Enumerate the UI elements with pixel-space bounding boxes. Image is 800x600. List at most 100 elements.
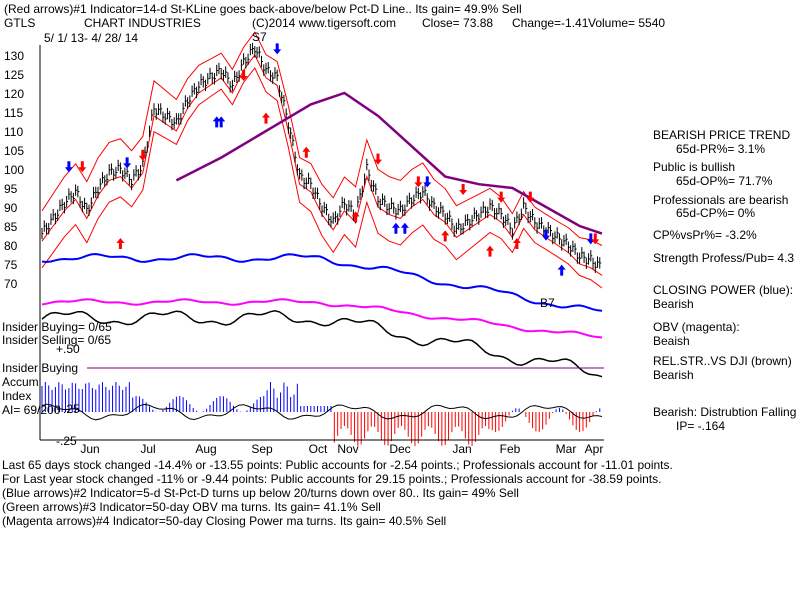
- relstr-label: REL.STR..VS DJI (brown): [653, 354, 792, 368]
- down-arrow-icon: [374, 153, 382, 165]
- x-tick-label: Feb: [500, 442, 521, 456]
- footer-magenta-arrows: (Magenta arrows)#4 Indicator=50-day Clos…: [2, 514, 447, 528]
- y-tick-label: 90: [4, 201, 18, 215]
- up-arrow-icon: [351, 211, 360, 223]
- header-indicator-line: (Red arrows)#1 Indicator=14-d St-KLine g…: [4, 2, 522, 16]
- volume-value: Volume= 5540: [588, 16, 666, 30]
- accum-ma-line: [41, 403, 603, 421]
- footer-green-arrows: (Green arrows)#3 Indicator=50-day OBV ma…: [2, 500, 381, 514]
- down-arrow-icon: [138, 149, 147, 161]
- x-tick-label: Jul: [140, 442, 155, 456]
- x-tick-label: Aug: [195, 442, 216, 456]
- strength-ratio: Strength Profess/Pub= 4.3: [653, 251, 795, 265]
- public-value: 65d-OP%= 71.7%: [676, 174, 773, 188]
- close-value: Close= 73.88: [422, 16, 494, 30]
- moving-average-line: [175, 91, 603, 235]
- down-arrow-icon: [526, 191, 535, 203]
- y-tick-label: 95: [4, 182, 18, 196]
- x-tick-label: Nov: [337, 442, 358, 456]
- minus-25-label: -.25: [56, 434, 77, 448]
- indicator-lines: [41, 252, 603, 378]
- up-arrow-icon: [441, 230, 450, 242]
- obv-value: Beaish: [653, 334, 690, 348]
- s7-signal: S7: [252, 30, 267, 44]
- insider-buying: Insider Buying= 0/65: [2, 320, 112, 334]
- pros-title: Professionals are bearish: [653, 193, 789, 207]
- down-arrow-icon: [123, 157, 132, 169]
- distribution-label: Bearish: Distrubtion Falling: [653, 405, 797, 419]
- y-tick-label: 70: [4, 277, 18, 291]
- down-arrow-icon: [414, 176, 423, 188]
- plus-50-label: +.50: [56, 342, 80, 356]
- y-tick-label: 115: [4, 106, 23, 120]
- lower-band: [41, 67, 603, 289]
- down-arrow-icon: [239, 70, 248, 81]
- down-arrow-icon: [497, 191, 506, 203]
- y-tick-label: 75: [4, 258, 18, 272]
- up-arrow-icon: [217, 116, 226, 128]
- signal-arrows: [64, 43, 600, 276]
- x-tick-label: Sep: [251, 442, 273, 456]
- down-arrow-icon: [459, 184, 468, 195]
- x-tick-label: Jun: [80, 442, 99, 456]
- down-arrow-icon: [78, 161, 87, 173]
- x-tick-label: Mar: [556, 442, 577, 456]
- footer-blue-arrows: (Blue arrows)#2 Indicator=5-d St-Pct-D t…: [2, 486, 519, 500]
- rel-strength-line: [41, 310, 603, 378]
- insider-buying-2: Insider Buying: [2, 361, 79, 375]
- upper-band: [41, 31, 603, 246]
- trend-value: 65d-PR%= 3.1%: [676, 142, 766, 156]
- closing-power-line: [41, 252, 603, 312]
- x-tick-label: Apr: [585, 442, 604, 456]
- y-tick-label: 120: [4, 87, 24, 101]
- up-arrow-icon: [391, 222, 400, 234]
- up-arrow-icon: [400, 222, 409, 234]
- copyright: (C)2014 www.tigersoft.com: [252, 16, 397, 30]
- b7-signal: B7: [540, 296, 555, 310]
- ip-value: IP= -.164: [676, 419, 726, 433]
- y-tick-label: 100: [4, 163, 24, 177]
- y-tick-label: 110: [4, 125, 23, 139]
- down-arrow-icon: [586, 233, 595, 245]
- ticker: GTLS: [4, 16, 36, 30]
- down-arrow-icon: [273, 43, 282, 55]
- y-tick-label: 130: [4, 49, 24, 63]
- change-value: Change=-1.41: [512, 16, 589, 30]
- cp-vs-pr: CP%vsPr%= -3.2%: [653, 228, 757, 242]
- up-arrow-icon: [486, 245, 494, 257]
- down-arrow-icon: [542, 229, 550, 241]
- down-arrow-icon: [423, 176, 432, 188]
- down-arrow-icon: [64, 161, 73, 173]
- ai-value: AI= 69/200: [2, 403, 61, 417]
- up-arrow-icon: [212, 116, 221, 128]
- stock-chart: 130 125 120 115 110 105 100 95 90 85 80 75 70 Jun Jul A…: [4, 31, 604, 456]
- up-arrow-icon: [557, 264, 566, 276]
- up-arrow-icon: [512, 238, 521, 249]
- up-arrow-icon: [116, 238, 125, 249]
- up-arrow-icon: [262, 112, 270, 124]
- relstr-value: Bearish: [653, 368, 694, 382]
- moving-average: [175, 91, 603, 235]
- date-range: 5/ 1/ 13- 4/ 28/ 14: [44, 31, 139, 45]
- y-tick-label: 85: [4, 220, 18, 234]
- footer-year: For Last year stock changed -11% or -9.4…: [2, 472, 662, 486]
- closing-power-value: Bearish: [653, 297, 694, 311]
- closing-power-label: CLOSING POWER (blue):: [653, 283, 794, 297]
- trend-title: BEARISH PRICE TREND: [653, 128, 791, 142]
- footer-65-day: Last 65 days stock changed -14.4% or -13…: [2, 458, 673, 472]
- accumulation-histogram: [41, 382, 603, 446]
- obv-label: OBV (magenta):: [653, 320, 740, 334]
- x-tick-label: Oct: [309, 442, 328, 456]
- pros-value: 65d-CP%= 0%: [676, 206, 756, 220]
- company-name: CHART INDUSTRIES: [84, 16, 201, 30]
- up-arrow-icon: [302, 146, 311, 158]
- index-label: Index: [2, 389, 32, 403]
- x-tick-label: Jan: [452, 442, 471, 456]
- y-tick-label: 125: [4, 68, 24, 82]
- plus-25-label: +.25: [56, 402, 80, 416]
- down-arrow-icon: [591, 233, 600, 245]
- x-tick-label: Dec: [389, 442, 410, 456]
- public-title: Public is bullish: [653, 160, 736, 174]
- y-tick-label: 105: [4, 144, 24, 158]
- accum-label: Accum: [2, 375, 39, 389]
